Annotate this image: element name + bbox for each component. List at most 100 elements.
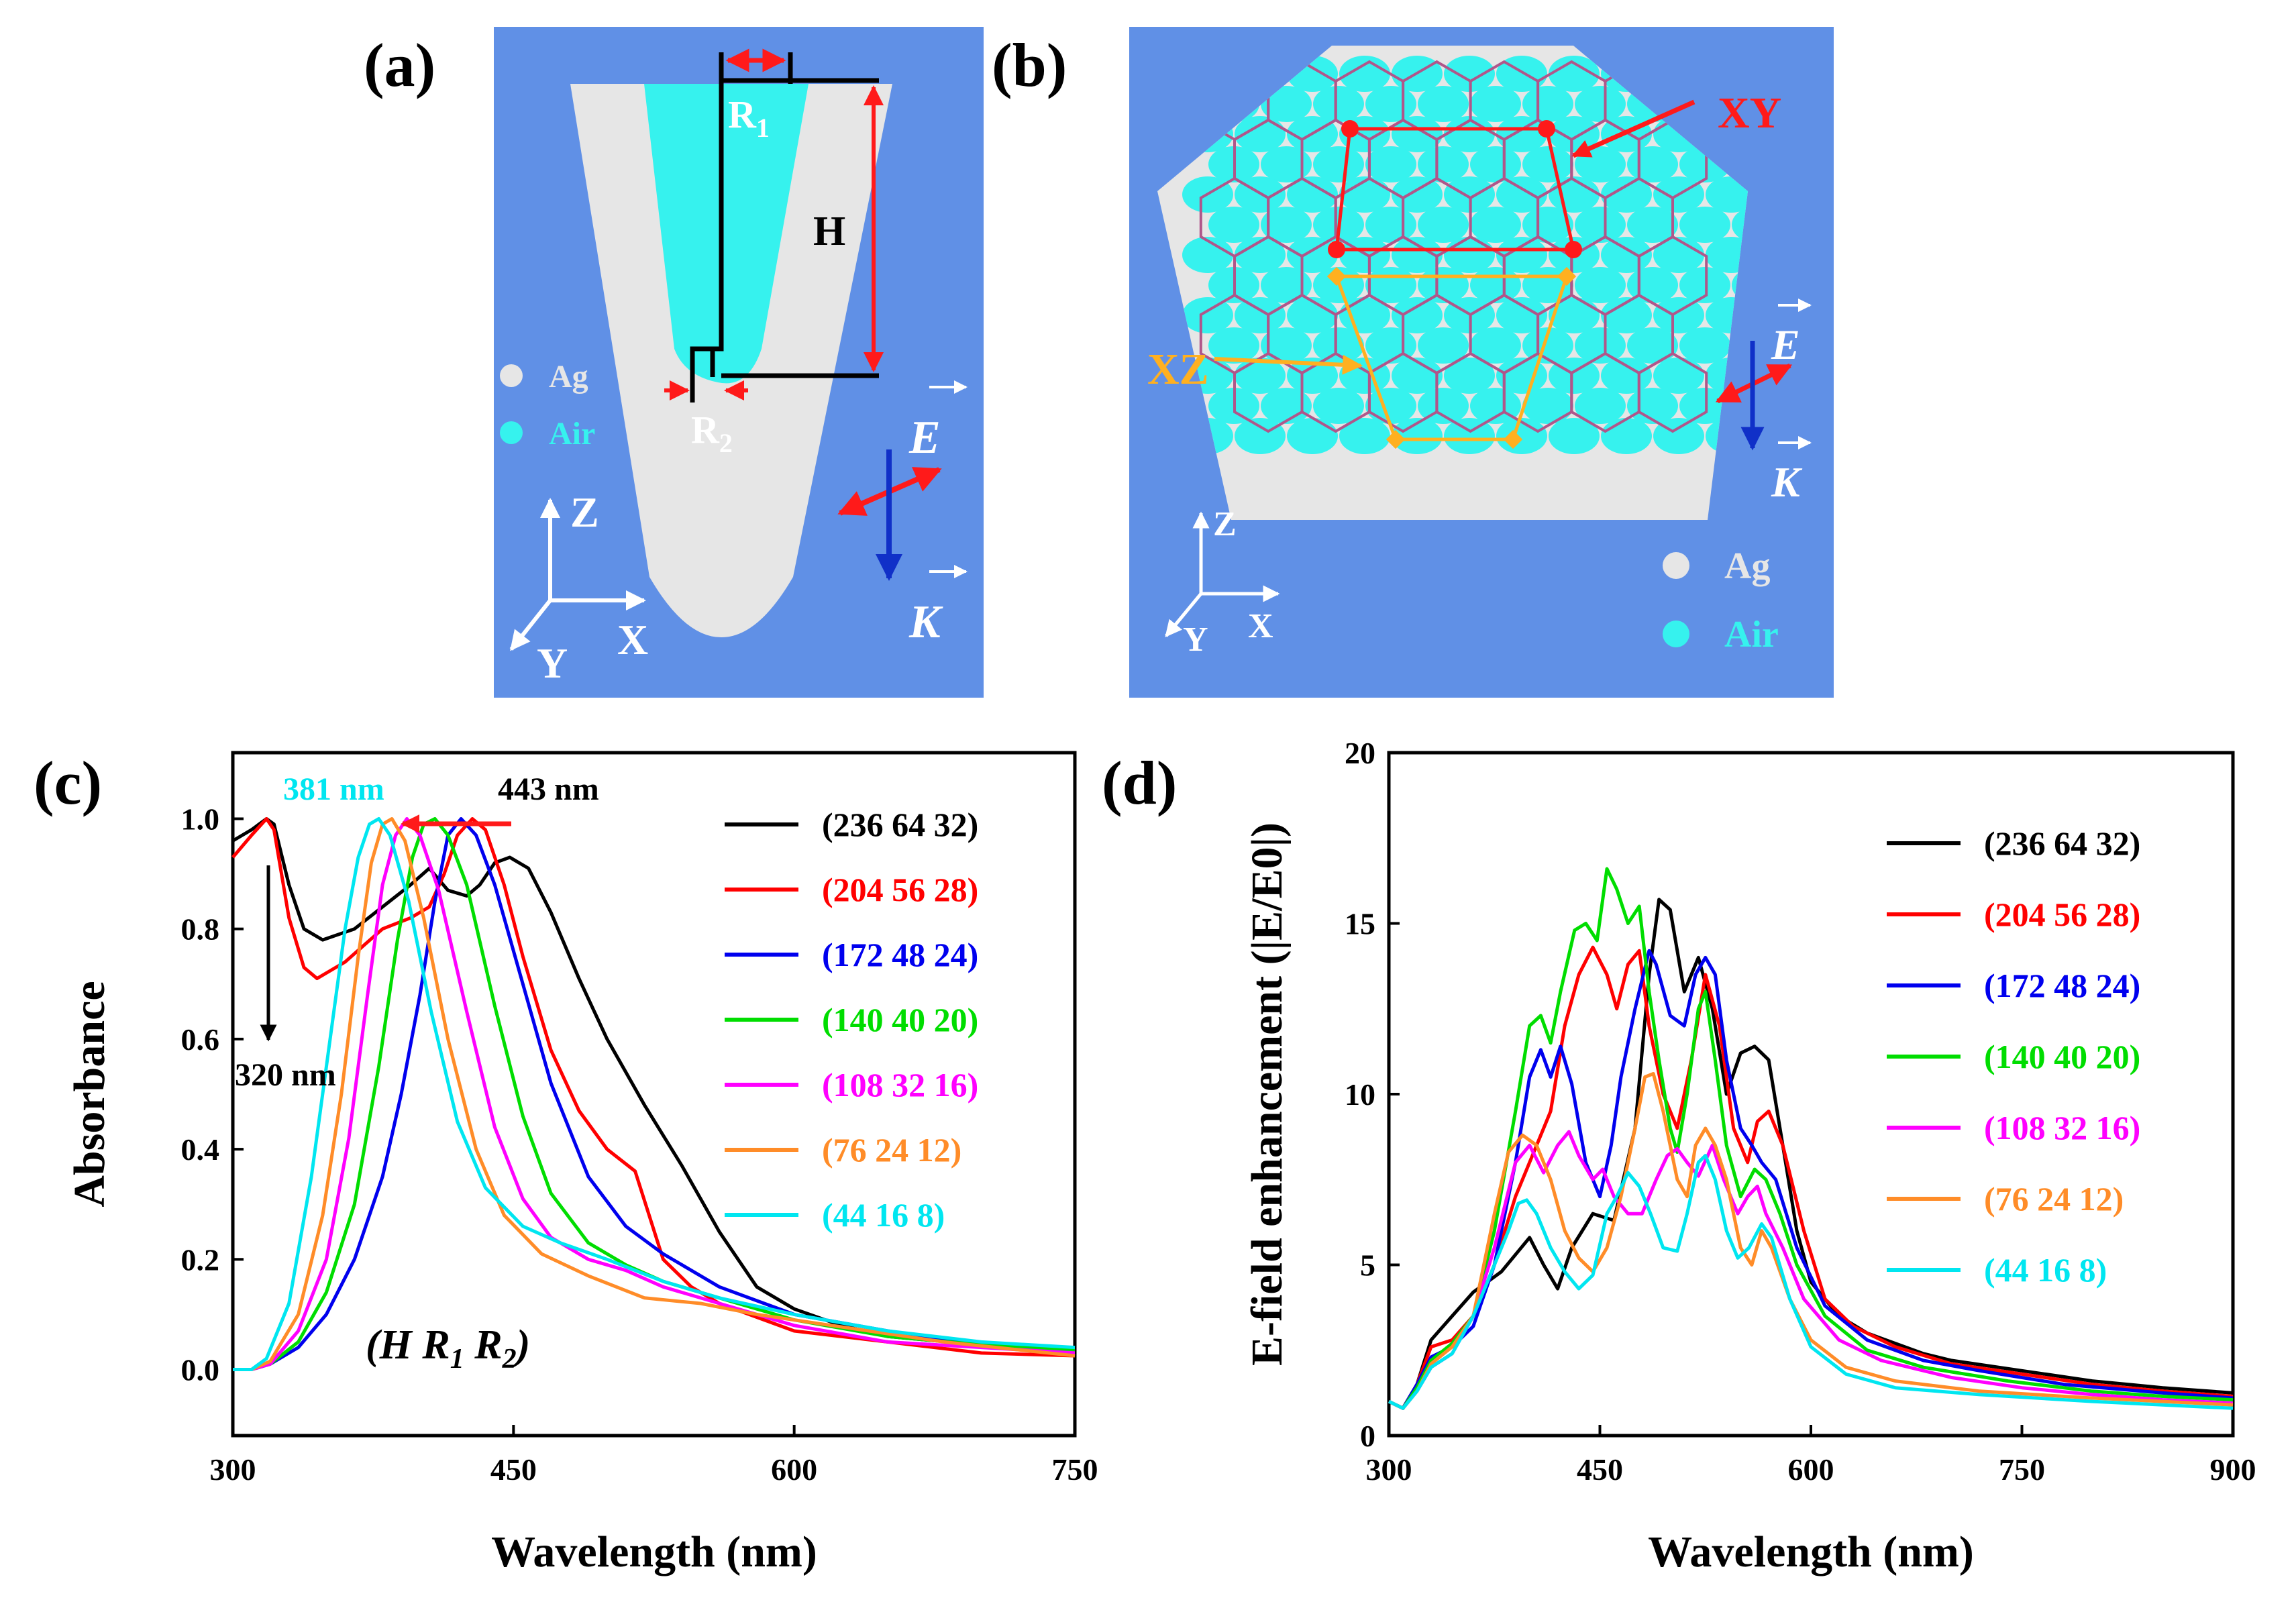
chart-c-series xyxy=(231,817,1076,1371)
xy-plane-markers xyxy=(1328,120,1582,258)
xy-pointer-arrow xyxy=(1571,99,1695,158)
axis-y-label-b: Y xyxy=(1183,621,1208,659)
air-hole xyxy=(1339,176,1390,213)
y-tick-label: 20 xyxy=(1345,736,1375,770)
y-tick-label: 0.4 xyxy=(181,1132,220,1167)
air-hole xyxy=(1287,418,1338,454)
air-hole xyxy=(1287,176,1338,213)
air-hole xyxy=(1182,297,1233,333)
legend-ag-label-b: Ag xyxy=(1724,545,1770,587)
air-hole xyxy=(1470,207,1521,243)
air-hole xyxy=(1261,267,1312,303)
air-hole xyxy=(1365,388,1416,424)
panel-d: (d) 300 450 600 750 900 0 5 10 15 20 Wavelength (… xyxy=(1102,736,2256,1576)
air-hole xyxy=(1235,237,1286,273)
coordinate-axes xyxy=(509,498,646,651)
air-hole xyxy=(1339,56,1390,92)
air-hole xyxy=(1261,146,1312,182)
air-hole xyxy=(1653,237,1704,273)
air-hole xyxy=(1365,86,1416,122)
air-hole xyxy=(1496,237,1547,273)
r2-label: R2 xyxy=(691,408,733,458)
air-hole xyxy=(1365,207,1416,243)
series-line xyxy=(1388,898,2234,1410)
chart-c-ticks: 300 450 600 750 0.0 0.2 0.4 0.6 0.8 1.0 xyxy=(181,802,1098,1487)
air-hole xyxy=(1470,327,1521,364)
y-tick-label: 1.0 xyxy=(181,802,220,837)
annotation-320nm: 320 nm xyxy=(235,1057,336,1093)
air-hole xyxy=(1653,358,1704,394)
air-hole xyxy=(1339,418,1390,454)
air-hole xyxy=(1392,418,1443,454)
chart-d-ylabel: E-field enhancement (|E/E0|) xyxy=(1243,822,1292,1366)
legend-ag-marker-b xyxy=(1663,552,1689,579)
hex-cell xyxy=(1637,352,1708,433)
air-hole xyxy=(1444,418,1495,454)
chart-d-legend: (236 64 32) (204 56 28) (172 48 24) (140 40… xyxy=(1887,824,2140,1289)
air-hole xyxy=(1627,207,1678,243)
air-hole xyxy=(1470,267,1521,303)
legend-air-label: Air xyxy=(549,416,595,451)
air-hole xyxy=(1235,297,1286,333)
air-hole xyxy=(1418,86,1469,122)
air-hole xyxy=(1365,146,1416,182)
air-hole xyxy=(1444,358,1495,394)
air-hole xyxy=(1392,297,1443,333)
air-hole xyxy=(1313,327,1364,364)
y-tick-label: 15 xyxy=(1345,907,1375,941)
air-hole xyxy=(1575,207,1626,243)
air-hole xyxy=(1522,388,1573,424)
series-line xyxy=(233,817,1076,1371)
air-hole xyxy=(1444,56,1495,92)
xy-plane-label: XY xyxy=(1718,89,1781,138)
axis-z-label-b: Z xyxy=(1213,505,1237,543)
air-hole xyxy=(1418,146,1469,182)
axis-x-label: X xyxy=(617,616,648,663)
y-tick-label: 0 xyxy=(1360,1419,1375,1453)
k-vector-label: K xyxy=(908,596,943,648)
air-hole xyxy=(1313,86,1364,122)
chart-c-xlabel: Wavelength (nm) xyxy=(491,1527,817,1576)
air-hole xyxy=(1313,388,1364,424)
air-core xyxy=(644,84,808,384)
air-hole xyxy=(1418,327,1469,364)
series-line xyxy=(231,817,1076,1352)
x-tick-label: 600 xyxy=(1788,1452,1834,1487)
y-tick-label: 0.8 xyxy=(181,912,220,947)
panel-b: (b) XY XZ xyxy=(992,27,1834,698)
legend-label: (44 16 8) xyxy=(1984,1251,2107,1289)
air-hole xyxy=(1575,388,1626,424)
air-hole xyxy=(1313,146,1364,182)
xz-pointer-arrow xyxy=(1214,354,1363,375)
air-hole xyxy=(1679,327,1730,364)
axis-z-label: Z xyxy=(570,488,599,536)
air-hole xyxy=(1496,116,1547,152)
air-hole xyxy=(1627,327,1678,364)
air-hole xyxy=(1470,146,1521,182)
panel-c: (c) 300 450 600 750 0.0 0.2 0.4 0.6 0.8 1.0 Wavel… xyxy=(34,749,1098,1576)
y-tick-label: 0.6 xyxy=(181,1022,220,1057)
chart-c-ylabel: Absorbance xyxy=(65,981,114,1207)
legend-ag-marker xyxy=(500,364,523,387)
air-hole xyxy=(1287,237,1338,273)
air-hole xyxy=(1679,207,1730,243)
air-hole xyxy=(1287,358,1338,394)
y-tick-label: 0.0 xyxy=(181,1352,220,1387)
series-line xyxy=(1388,949,2234,1410)
air-hole xyxy=(1235,116,1286,152)
x-tick-label: 900 xyxy=(2210,1452,2256,1487)
coordinate-axes-b xyxy=(1165,511,1280,637)
chart-d-series xyxy=(1388,867,2234,1410)
air-hole xyxy=(1496,297,1547,333)
air-hole xyxy=(1392,116,1443,152)
r1-label: R1 xyxy=(728,93,770,143)
air-hole xyxy=(1444,237,1495,273)
e-field-label-b: E xyxy=(1771,321,1800,368)
air-hole xyxy=(1601,358,1652,394)
air-hole xyxy=(1549,56,1600,92)
air-hole xyxy=(1392,237,1443,273)
x-tick-label: 450 xyxy=(490,1452,537,1487)
annotation-381nm: 381 nm xyxy=(283,771,384,807)
legend-title-hr1r2: (H R1 R2) xyxy=(366,1322,530,1375)
chart-c-legend: (236 64 32) (204 56 28) (172 48 24) (140 40… xyxy=(725,806,978,1234)
